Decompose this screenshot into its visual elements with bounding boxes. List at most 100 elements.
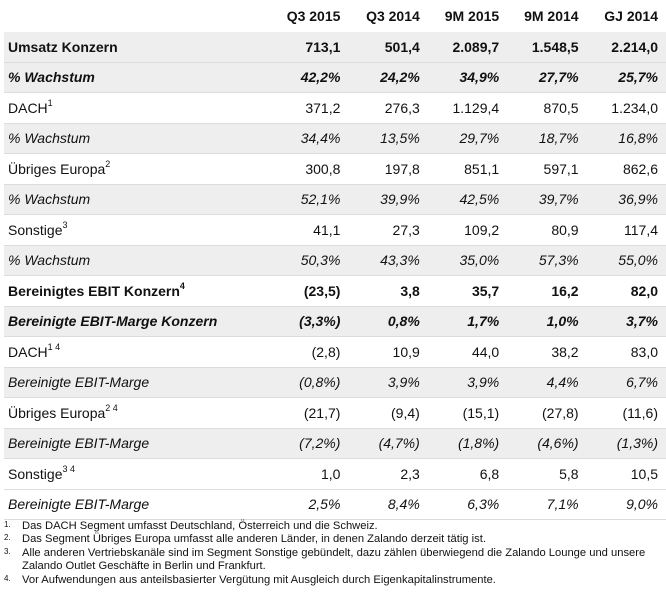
table-cell: 597,1 — [507, 153, 587, 185]
table-row: Bereinigte EBIT-Marge (7,2%) (4,7%) (1,8%)(… — [4, 428, 666, 459]
table-cell: (1,8%) — [427, 428, 508, 459]
table-cell: 43,3% — [348, 245, 428, 276]
row-label: Umsatz Konzern — [4, 32, 270, 63]
footnote-ref: 3 4 — [62, 463, 75, 474]
table-cell: 300,8 — [269, 153, 349, 185]
table-row: % Wachstum 42,2% 24,2% 34,9% 27,7% 25,7% — [4, 62, 666, 93]
table-row: DACH1 4 (2,8) 10,9 44,0 38,2 83,0 — [4, 336, 666, 368]
footnote: 3. Alle anderen Vertriebskanäle sind im S… — [4, 547, 659, 574]
table-cell: 38,2 — [507, 336, 587, 368]
footnote: 1. Das DACH Segment umfasst Deutschland, … — [4, 520, 659, 533]
table-cell: 34,4% — [269, 123, 349, 154]
table-cell: 9,0% — [586, 489, 666, 520]
table-cell: 862,6 — [586, 153, 666, 185]
table-cell: 29,7% — [427, 123, 508, 154]
footnote-number: 3. — [4, 546, 11, 556]
footnote: 2. Das Segment Übriges Europa umfasst all… — [4, 533, 659, 546]
table-cell: 83,0 — [586, 336, 666, 368]
table-cell: 39,7% — [507, 184, 587, 215]
row-label: % Wachstum — [4, 62, 270, 93]
table-cell: 2,3 — [348, 458, 428, 490]
row-label-text: Bereinigte EBIT-Marge — [8, 496, 150, 513]
table-cell: (0,8%) — [269, 367, 349, 398]
table-cell: 501,4 — [348, 32, 428, 63]
footnote-ref: 3 — [62, 219, 68, 230]
table-cell: 13,5% — [348, 123, 428, 154]
table-cell: 2.089,7 — [427, 32, 508, 63]
table-row: % Wachstum 50,3% 43,3% 35,0% 57,3% 55,0% — [4, 245, 666, 276]
table-cell: (4,6%) — [507, 428, 587, 459]
table-cell: (27,8) — [507, 397, 587, 429]
footnote-number: 4. — [4, 573, 11, 583]
footnote-number: 1. — [4, 520, 11, 529]
table-cell: 39,9% — [348, 184, 428, 215]
table-cell: 0,8% — [348, 306, 428, 337]
table-cell: 42,2% — [269, 62, 349, 93]
table-row: Bereinigte EBIT-Marge (0,8%) 3,9% 3,9% 4,4% 6… — [4, 367, 666, 398]
table-cell: 109,2 — [427, 214, 508, 246]
table-cell: (7,2%) — [269, 428, 349, 459]
table-cell: 16,2 — [507, 275, 587, 307]
footnote-text: Alle anderen Vertriebskanäle sind im Seg… — [22, 546, 646, 573]
header-q3-2015: Q3 2015 — [286, 8, 341, 24]
table-cell: 52,1% — [269, 184, 349, 215]
row-label: Bereinigte EBIT-Marge — [4, 367, 270, 398]
table-cell: 3,8 — [348, 275, 428, 307]
table-cell: (9,4) — [348, 397, 428, 429]
table-cell: 18,7% — [507, 123, 587, 154]
table-cell: (3,3%) — [269, 306, 349, 337]
row-label-text: DACH — [8, 343, 48, 360]
row-label-text: Bereinigte EBIT-Marge — [8, 435, 150, 452]
footnote-ref: 1 4 — [47, 341, 61, 352]
table-cell: 10,9 — [348, 336, 428, 368]
footnote: 4. Vor Aufwendungen aus anteilsbasierter … — [4, 574, 659, 587]
row-label-text: Übriges Europa — [8, 160, 106, 177]
table-cell: 25,7% — [586, 62, 666, 93]
row-label-text: % Wachstum — [8, 191, 91, 208]
table-cell: 851,1 — [427, 153, 508, 185]
row-label: Übriges Europa2 4 — [4, 397, 270, 429]
row-label-text: % Wachstum — [8, 69, 95, 86]
table-cell: 3,7% — [586, 306, 666, 337]
table-row: Übriges Europa2 4 (21,7) (9,4) (15,1) (27,8)… — [4, 397, 666, 429]
table-row: Sonstige3 41,1 27,3 109,2 80,9 117,4 — [4, 214, 666, 246]
table-cell: 34,9% — [427, 62, 508, 93]
footnote-ref: 1 — [47, 97, 53, 108]
table-cell: (1,3%) — [586, 428, 666, 459]
table-cell: 50,3% — [269, 245, 349, 276]
footnote-ref: 4 — [179, 280, 185, 291]
row-label: DACH1 — [4, 92, 270, 124]
row-label: Übriges Europa2 — [4, 153, 270, 185]
table-cell: 197,8 — [348, 153, 428, 185]
table-cell: 35,7 — [427, 275, 508, 307]
table-cell: 371,2 — [269, 92, 349, 124]
table-cell: (11,6) — [586, 397, 666, 429]
table-cell: 4,4% — [507, 367, 587, 398]
table-cell: 42,5% — [427, 184, 508, 215]
row-label-text: Sonstige — [8, 221, 63, 238]
table-cell: 117,4 — [586, 214, 666, 246]
table-cell: 27,7% — [507, 62, 587, 93]
table-cell: 1,0 — [269, 458, 349, 490]
row-label: % Wachstum — [4, 123, 270, 154]
table-cell: 57,3% — [507, 245, 587, 276]
row-label-text: % Wachstum — [8, 252, 91, 269]
row-label-text: DACH — [8, 99, 48, 116]
table-cell: (21,7) — [269, 397, 349, 429]
table-cell: 2.214,0 — [586, 32, 666, 63]
table-cell: 80,9 — [507, 214, 587, 246]
header-q3-2014: Q3 2014 — [366, 8, 420, 24]
row-label: Bereinigte EBIT-Marge — [4, 489, 270, 520]
table-cell: 35,0% — [427, 245, 508, 276]
table-cell: 36,9% — [586, 184, 666, 215]
table-cell: (4,7%) — [348, 428, 428, 459]
table-cell: 6,7% — [586, 367, 666, 398]
table-cell: 16,8% — [586, 123, 666, 154]
header-gj-2014: GJ 2014 — [604, 8, 658, 24]
table-row: % Wachstum 34,4% 13,5% 29,7% 18,7% 16,8% — [4, 123, 666, 154]
row-label-text: Umsatz Konzern — [8, 38, 118, 55]
table-cell: 82,0 — [586, 275, 666, 307]
table-cell: 55,0% — [586, 245, 666, 276]
row-label: % Wachstum — [4, 245, 270, 276]
table-cell: 3,9% — [348, 367, 428, 398]
